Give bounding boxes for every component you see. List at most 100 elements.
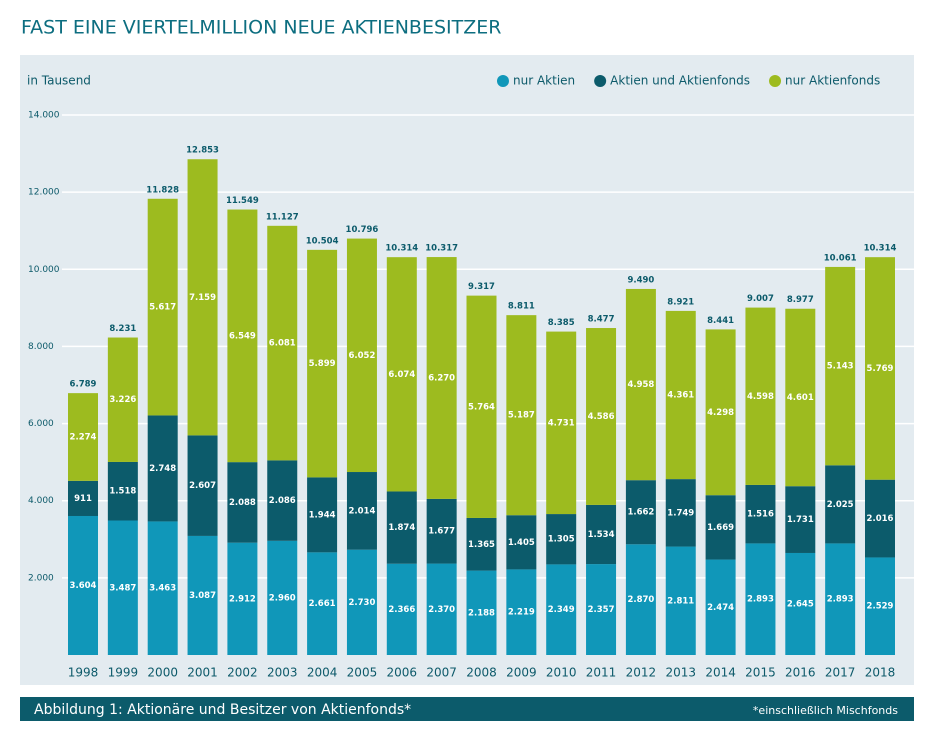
y-tick-label: 4.000 (28, 496, 54, 506)
bar-segment (705, 559, 736, 655)
value-label: 2.219 (508, 608, 535, 618)
bar-segment (187, 435, 218, 536)
total-label: 8.977 (787, 295, 814, 305)
bar-segment (745, 307, 776, 485)
bar-segment (68, 515, 98, 655)
total-label: 10.796 (346, 225, 379, 235)
total-label: 8.921 (667, 297, 694, 307)
bar-segment (665, 479, 696, 547)
value-label: 2.912 (229, 594, 256, 604)
bar-segment (825, 465, 856, 544)
legend-label: nur Aktienfonds (785, 74, 880, 88)
total-label: 12.853 (186, 146, 219, 156)
x-tick-label: 2012 (626, 666, 657, 680)
total-label: 8.477 (588, 315, 615, 325)
total-label: 9.007 (747, 294, 774, 304)
y-tick-label: 12.000 (28, 188, 60, 198)
value-label: 2.086 (269, 496, 296, 506)
caption: Abbildung 1: Aktionäre und Besitzer von … (34, 702, 411, 718)
bar-segment (386, 491, 417, 564)
bar-segment (745, 543, 776, 655)
value-label: 4.586 (588, 412, 615, 422)
value-label: 5.769 (867, 364, 894, 374)
total-label: 11.127 (266, 212, 299, 222)
value-label: 6.052 (349, 351, 376, 361)
value-label: 2.748 (149, 464, 176, 474)
x-tick-label: 2017 (825, 666, 856, 680)
x-tick-label: 2016 (785, 666, 816, 680)
bar-segment (745, 484, 776, 544)
total-label: 8.441 (707, 316, 734, 326)
value-label: 2.893 (747, 595, 774, 605)
bar-segment (546, 331, 577, 515)
bar-segment (466, 517, 497, 571)
value-label: 6.270 (428, 373, 455, 383)
bar-segment (426, 498, 457, 564)
total-label: 11.828 (146, 185, 179, 195)
bar-segment (187, 535, 218, 655)
value-label: 3.087 (189, 591, 216, 601)
x-tick-label: 2004 (307, 666, 338, 680)
bar-segment (346, 238, 377, 473)
bar-segment (705, 495, 736, 560)
bar-segment (68, 393, 98, 481)
value-label: 1.305 (548, 535, 575, 545)
y-tick-label: 2.000 (28, 573, 54, 583)
bar-segment (227, 462, 258, 543)
value-label: 2.645 (787, 599, 814, 609)
value-label: 5.899 (309, 359, 336, 369)
legend-label: nur Aktien (513, 74, 575, 88)
bar-segment (785, 308, 816, 487)
total-label: 8.811 (508, 302, 535, 312)
value-label: 3.463 (149, 584, 176, 594)
bar-segment (865, 479, 895, 558)
x-tick-label: 2000 (147, 666, 178, 680)
value-label: 2.730 (349, 598, 376, 608)
value-label: 2.607 (189, 481, 216, 491)
bar-segment (307, 249, 338, 478)
bar-segment (267, 225, 298, 461)
bar-segment (865, 257, 895, 480)
bar-segment (227, 209, 258, 463)
x-tick-label: 1998 (68, 666, 99, 680)
value-label: 1.677 (428, 527, 455, 537)
bar-segment (665, 546, 696, 655)
bar-segment (506, 515, 537, 570)
value-label: 3.487 (109, 583, 136, 593)
value-label: 4.958 (627, 380, 654, 390)
chart-title: FAST EINE VIERTELMILLION NEUE AKTIENBESI… (21, 17, 501, 39)
bar-segment (267, 460, 298, 541)
value-label: 1.749 (667, 508, 694, 518)
bar-segment (307, 552, 338, 655)
x-tick-label: 2006 (387, 666, 418, 680)
value-label: 2.188 (468, 608, 495, 618)
value-label: 2.025 (827, 500, 854, 510)
value-label: 5.764 (468, 402, 495, 412)
bar-segment (546, 514, 577, 565)
y-tick-label: 8.000 (28, 342, 54, 352)
value-label: 2.088 (229, 498, 256, 508)
value-label: 4.598 (747, 392, 774, 402)
bar-segment (107, 520, 138, 655)
bar-segment (625, 288, 656, 481)
bar-segment (625, 480, 656, 545)
bar-segment (187, 159, 218, 436)
bar-segment (307, 477, 338, 553)
value-label: 1.365 (468, 540, 495, 550)
value-label: 2.893 (827, 595, 854, 605)
bar-segment (386, 563, 417, 655)
bar-segment (68, 480, 98, 516)
bar-segment (785, 552, 816, 655)
bar-segment (107, 337, 138, 462)
value-label: 5.617 (149, 303, 176, 313)
value-label: 4.731 (548, 418, 575, 428)
x-tick-label: 2010 (546, 666, 577, 680)
bar-segment (426, 563, 457, 655)
x-tick-label: 2002 (227, 666, 258, 680)
value-label: 7.159 (189, 293, 216, 303)
x-tick-label: 2007 (426, 666, 457, 680)
bar-segment (785, 486, 816, 553)
bar-segment (825, 266, 856, 466)
value-label: 1.518 (109, 487, 136, 497)
total-label: 10.504 (306, 236, 339, 246)
